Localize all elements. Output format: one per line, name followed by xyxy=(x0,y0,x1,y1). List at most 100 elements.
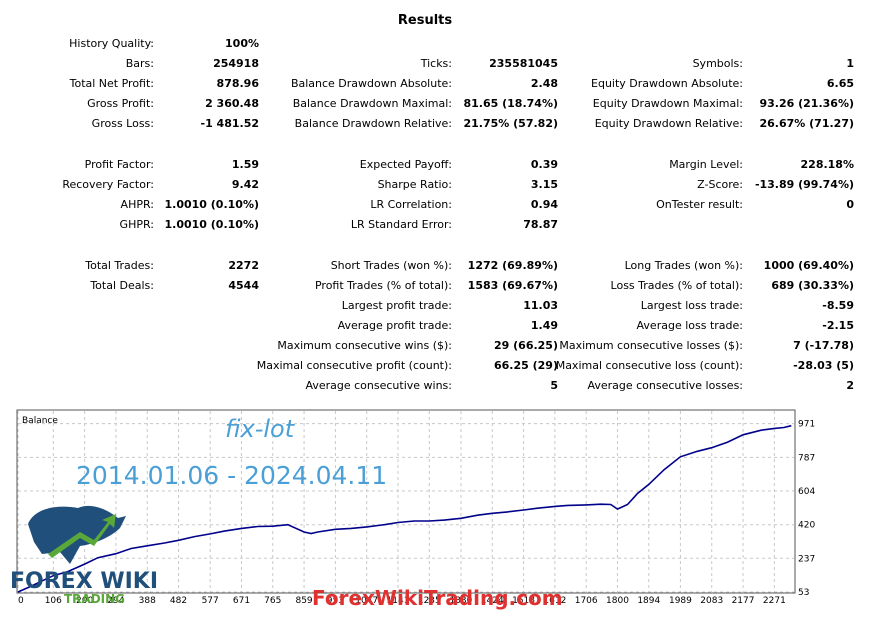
stat-label: GHPR: xyxy=(119,218,154,231)
x-tick-label: 1800 xyxy=(606,596,629,606)
logo: FOREX WIKI TRADING xyxy=(10,505,158,606)
x-tick-label: 1235 xyxy=(418,596,441,606)
x-tick-label: 1047 xyxy=(355,596,378,606)
chart-title: Balance xyxy=(22,416,58,426)
stat-label: Loss Trades (% of total): xyxy=(610,279,743,292)
x-tick-label: 1518 xyxy=(512,596,535,606)
stat-label: OnTester result: xyxy=(656,198,743,211)
stat-label: Expected Payoff: xyxy=(359,158,452,171)
stat-label: Total Net Profit: xyxy=(69,77,154,90)
y-tick-label: 237 xyxy=(798,554,815,564)
stat-value: 0 xyxy=(846,198,854,211)
stat-value: 878.96 xyxy=(216,77,259,90)
x-tick-label: 1989 xyxy=(669,596,692,606)
stat-label: Profit Factor: xyxy=(84,158,154,171)
stat-value: 1583 (69.67%) xyxy=(467,279,558,292)
x-tick-label: 388 xyxy=(139,596,156,606)
stat-label: Sharpe Ratio: xyxy=(377,178,452,191)
stat-value: 3.15 xyxy=(530,178,558,191)
chart-frame xyxy=(16,409,796,594)
stat-label: History Quality: xyxy=(69,37,154,50)
stat-label: Maximal consecutive loss (count): xyxy=(555,359,743,372)
stat-label: LR Correlation: xyxy=(370,198,452,211)
stat-value: 254918 xyxy=(213,57,259,70)
stat-value: -13.89 (99.74%) xyxy=(754,178,854,191)
stat-value: 235581045 xyxy=(489,57,558,70)
stat-label: Maximum consecutive losses ($): xyxy=(559,339,743,352)
y-tick-label: 604 xyxy=(798,487,815,497)
stat-label: Symbols: xyxy=(692,57,743,70)
stat-value: 0.39 xyxy=(530,158,558,171)
stat-label: Maximal consecutive profit (count): xyxy=(256,359,452,372)
x-tick-label: 859 xyxy=(295,596,312,606)
stat-value: -28.03 (5) xyxy=(793,359,854,372)
stat-value: 1 xyxy=(846,57,854,70)
stat-value: 1.0010 (0.10%) xyxy=(164,198,260,211)
stat-label: Average consecutive wins: xyxy=(305,379,452,392)
stat-value: 2272 xyxy=(228,259,259,272)
stat-label: Largest profit trade: xyxy=(341,299,452,312)
x-tick-label: 1330 xyxy=(449,596,472,606)
page-title: Results xyxy=(397,13,453,28)
stat-value: 9.42 xyxy=(231,178,259,191)
balance-chart: 53 237 420 604 787 971 0 106 200 294 388 482 577 671… xyxy=(10,409,815,610)
y-tick-label: 971 xyxy=(798,420,815,430)
stat-label: Balance Drawdown Maximal: xyxy=(292,97,452,110)
stat-value: 21.75% (57.82) xyxy=(463,117,559,130)
stat-value: 1272 (69.89%) xyxy=(467,259,558,272)
stat-label: Total Deals: xyxy=(90,279,154,292)
stat-label: Equity Drawdown Relative: xyxy=(594,117,743,130)
x-tick-label: 953 xyxy=(327,596,344,606)
watermark-date-range: 2014.01.06 - 2024.04.11 xyxy=(76,461,387,490)
x-tick-label: 1894 xyxy=(637,596,660,606)
x-tick-label: 294 xyxy=(107,596,124,606)
stat-label: Total Trades: xyxy=(85,259,154,272)
watermark-site: ForexWikiTrading.com xyxy=(312,586,563,610)
stat-value: 7 (-17.78) xyxy=(793,339,854,352)
stat-value: 93.26 (21.36%) xyxy=(759,97,855,110)
y-tick-label: 787 xyxy=(798,453,815,463)
stat-label: Ticks: xyxy=(420,57,452,70)
y-tick-label: 420 xyxy=(798,521,815,531)
stat-value: 1000 (69.40%) xyxy=(763,259,854,272)
x-tick-label: 2177 xyxy=(732,596,755,606)
stat-value: 689 (30.33%) xyxy=(771,279,854,292)
stat-value: -8.59 xyxy=(822,299,854,312)
stat-label: Average profit trade: xyxy=(337,319,452,332)
logo-subtext: TRADING xyxy=(64,592,125,606)
stat-value: -1 481.52 xyxy=(200,117,260,130)
stat-value: 2 360.48 xyxy=(205,97,259,110)
stat-value: 66.25 (29) xyxy=(494,359,558,372)
stat-value: 11.03 xyxy=(523,299,558,312)
logo-text: FOREX WIKI xyxy=(10,569,158,594)
stat-label: Maximum consecutive wins ($): xyxy=(277,339,452,352)
stat-label: Profit Trades (% of total): xyxy=(314,279,452,292)
stat-label: Recovery Factor: xyxy=(62,178,154,191)
stat-value: 29 (66.25) xyxy=(494,339,558,352)
x-tick-label: 106 xyxy=(45,596,62,606)
x-tick-label: 2083 xyxy=(700,596,723,606)
stat-label: Equity Drawdown Absolute: xyxy=(591,77,743,90)
x-tick-label: 671 xyxy=(233,596,250,606)
x-tick-label: 1706 xyxy=(575,596,598,606)
stat-label: AHPR: xyxy=(120,198,154,211)
stat-value: 5 xyxy=(550,379,558,392)
y-tick-label: 53 xyxy=(798,588,809,598)
stat-value: 26.67% (71.27) xyxy=(759,117,855,130)
stat-label: Equity Drawdown Maximal: xyxy=(592,97,743,110)
watermark-strategy: fix-lot xyxy=(225,415,296,443)
stat-label: Average loss trade: xyxy=(636,319,743,332)
stat-label: Z-Score: xyxy=(697,178,743,191)
stat-label: Bars: xyxy=(125,57,154,70)
stat-label: Largest loss trade: xyxy=(640,299,743,312)
results-stats: History Quality: 100% Bars: 254918 Total Net… xyxy=(62,37,855,392)
stat-value: 81.65 (18.74%) xyxy=(463,97,559,110)
x-tick-label: 1424 xyxy=(481,596,504,606)
stat-value: 1.59 xyxy=(231,158,259,171)
x-tick-label: 1141 xyxy=(387,596,410,606)
stat-value: 1.49 xyxy=(530,319,558,332)
stat-value: 1.0010 (0.10%) xyxy=(164,218,260,231)
stat-label: Long Trades (won %): xyxy=(624,259,743,272)
stat-label: LR Standard Error: xyxy=(350,218,452,231)
stat-label: Balance Drawdown Absolute: xyxy=(290,77,452,90)
